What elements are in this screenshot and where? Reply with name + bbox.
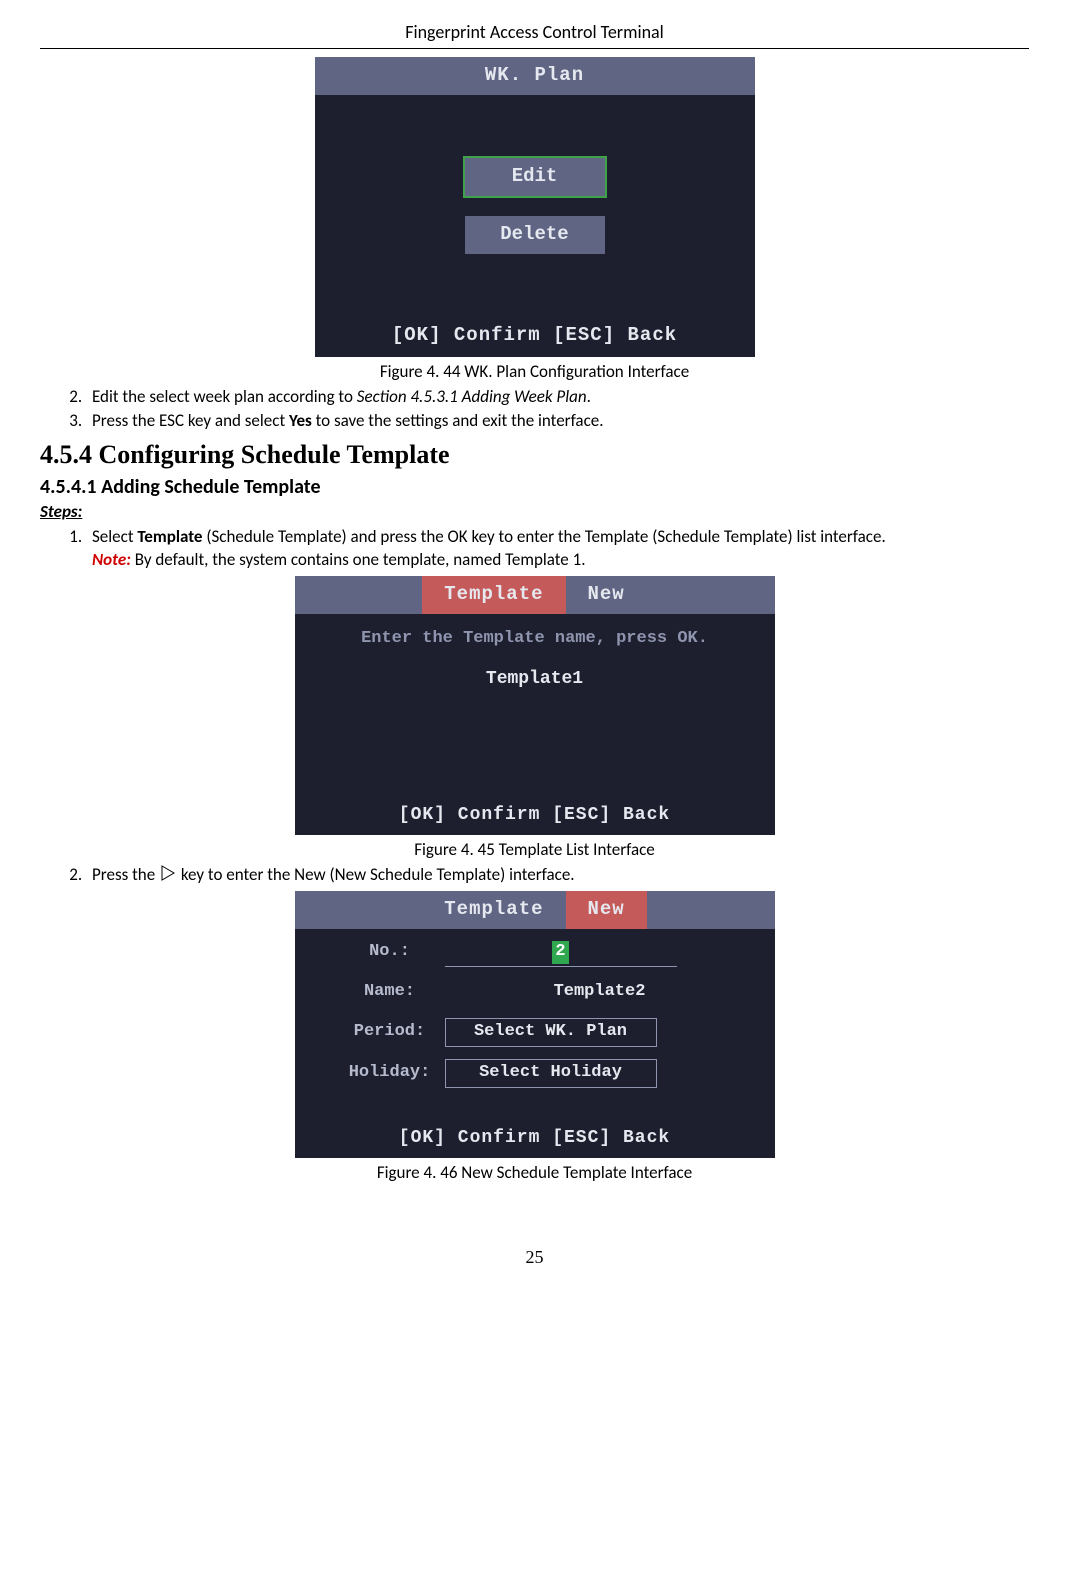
tab-template[interactable]: Template <box>422 891 565 929</box>
dev-footer: [OK] Confirm [ESC] Back <box>295 1118 775 1158</box>
text: key to enter the New (New Schedule Templ… <box>177 864 575 885</box>
cursor-value: 2 <box>552 941 568 964</box>
page-header: Fingerprint Access Control Terminal <box>40 20 1029 49</box>
field-label: Holiday: <box>335 1062 445 1085</box>
prompt-text: Enter the Template name, press OK. <box>295 614 775 657</box>
dev-footer: [OK] Confirm [ESC] Back <box>295 795 775 835</box>
dev-title: WK. Plan <box>315 57 755 95</box>
text: By default, the system contains one temp… <box>131 549 586 570</box>
list-item: Press the ESC key and select Yes to save… <box>86 410 1029 433</box>
text: (Schedule Template) and press the OK key… <box>202 526 885 547</box>
field-label: Name: <box>335 981 445 1004</box>
figure-caption: Figure 4. 46 New Schedule Template Inter… <box>40 1162 1029 1185</box>
list-item: Select Template (Schedule Template) and … <box>86 526 1029 572</box>
field-label: Period: <box>335 1021 445 1044</box>
list-item: Edit the select week plan according to S… <box>86 386 1029 409</box>
dev-footer: [OK] Confirm [ESC] Back <box>315 315 755 357</box>
tab-template[interactable]: Template <box>422 576 565 614</box>
delete-button[interactable]: Delete <box>465 216 605 254</box>
select-holiday-button[interactable]: Select Holiday <box>445 1059 657 1088</box>
steps-label: Steps: <box>40 501 82 522</box>
figure-caption: Figure 4. 45 Template List Interface <box>40 839 1029 862</box>
text: to save the settings and exit the interf… <box>312 410 604 431</box>
text: Yes <box>289 410 312 431</box>
field-label: No.: <box>335 941 445 964</box>
section-ref: Section 4.5.3.1 Adding Week Plan <box>357 386 587 407</box>
text: . <box>587 386 591 407</box>
screenshot-new-template: Template New No.: 2 Name: Template2 Peri… <box>295 891 775 1158</box>
tab-new[interactable]: New <box>566 576 647 614</box>
text: Press the <box>92 864 159 885</box>
figure-caption: Figure 4. 44 WK. Plan Configuration Inte… <box>40 361 1029 384</box>
no-field[interactable]: 2 <box>445 939 677 967</box>
name-field[interactable]: Template2 <box>445 979 755 1006</box>
heading-4541: 4.5.4.1 Adding Schedule Template <box>40 474 1029 501</box>
list-item: Press the key to enter the New (New Sche… <box>86 864 1029 887</box>
screenshot-wk-plan: WK. Plan Edit Delete [OK] Confirm [ESC] … <box>315 57 755 356</box>
text: Edit the select week plan according to <box>92 386 357 407</box>
screenshot-template-list: Template New Enter the Template name, pr… <box>295 576 775 835</box>
heading-454: 4.5.4 Configuring Schedule Template <box>40 437 1029 472</box>
right-arrow-icon <box>159 864 177 882</box>
note-label: Note: <box>92 549 131 570</box>
page-number: 25 <box>40 1245 1029 1269</box>
text: Select <box>92 526 137 547</box>
text: Press the ESC key and select <box>92 410 289 431</box>
edit-button[interactable]: Edit <box>463 156 607 198</box>
tab-new[interactable]: New <box>566 891 647 929</box>
select-wk-plan-button[interactable]: Select WK. Plan <box>445 1018 657 1047</box>
text: Template <box>137 526 202 547</box>
list-item[interactable]: Template1 <box>295 657 775 701</box>
